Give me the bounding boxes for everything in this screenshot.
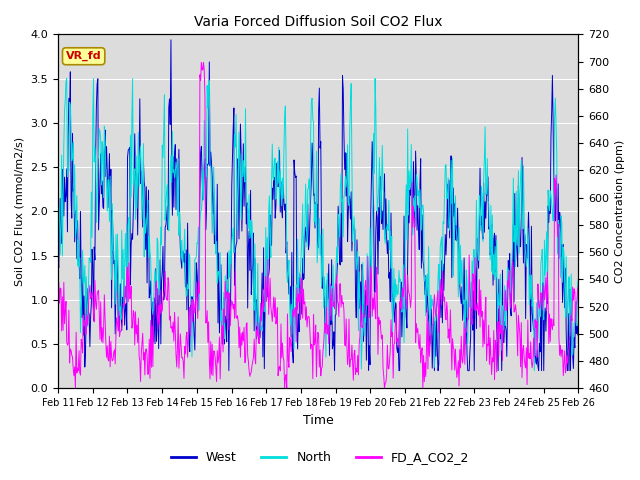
West xyxy=(54,253,62,259)
North xyxy=(397,298,405,304)
North xyxy=(531,368,538,373)
FD_A_CO2_2 xyxy=(198,60,205,65)
West xyxy=(398,334,406,340)
FD_A_CO2_2 xyxy=(118,324,125,330)
Y-axis label: Soil CO2 Flux (mmol/m2/s): Soil CO2 Flux (mmol/m2/s) xyxy=(15,137,25,286)
FD_A_CO2_2 xyxy=(63,342,71,348)
West xyxy=(171,151,179,156)
FD_A_CO2_2 xyxy=(398,307,406,313)
FD_A_CO2_2 xyxy=(383,371,390,377)
North xyxy=(575,276,582,281)
North xyxy=(382,227,390,232)
West xyxy=(575,315,582,321)
West xyxy=(225,368,233,373)
North xyxy=(65,168,72,174)
North xyxy=(171,175,179,180)
Title: Varia Forced Diffusion Soil CO2 Flux: Varia Forced Diffusion Soil CO2 Flux xyxy=(194,15,442,29)
FD_A_CO2_2 xyxy=(72,385,79,391)
West xyxy=(198,172,206,178)
FD_A_CO2_2 xyxy=(575,282,582,288)
West xyxy=(117,300,125,306)
North xyxy=(198,198,206,204)
Line: FD_A_CO2_2: FD_A_CO2_2 xyxy=(58,62,579,388)
North xyxy=(118,228,125,233)
FD_A_CO2_2 xyxy=(54,287,62,292)
FD_A_CO2_2 xyxy=(171,310,179,315)
Line: West: West xyxy=(58,40,579,371)
FD_A_CO2_2 xyxy=(199,67,207,73)
Legend: West, North, FD_A_CO2_2: West, North, FD_A_CO2_2 xyxy=(166,446,474,469)
Text: VR_fd: VR_fd xyxy=(66,51,102,61)
North xyxy=(63,76,70,82)
North xyxy=(54,264,62,270)
West xyxy=(63,229,71,235)
Line: North: North xyxy=(58,79,579,371)
X-axis label: Time: Time xyxy=(303,414,333,427)
West xyxy=(383,235,390,240)
West xyxy=(167,37,175,43)
Y-axis label: CO2 Concentration (ppm): CO2 Concentration (ppm) xyxy=(615,140,625,283)
